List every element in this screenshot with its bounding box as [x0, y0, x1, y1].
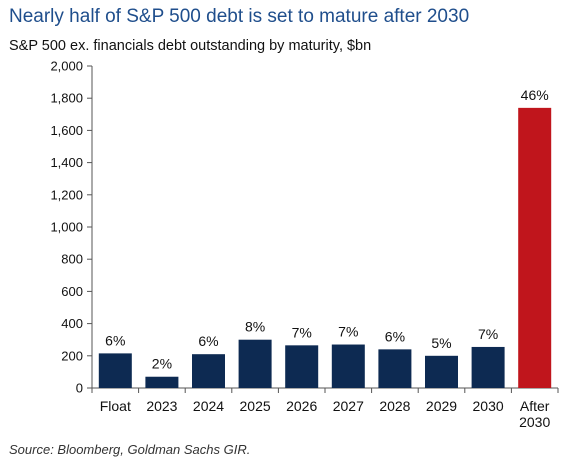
- y-tick-label: 1,800: [50, 91, 83, 106]
- chart-title: Nearly half of S&P 500 debt is set to ma…: [9, 6, 470, 27]
- category-label: 2023: [146, 398, 177, 414]
- y-tick-label: 600: [61, 284, 83, 299]
- bar: [378, 349, 412, 388]
- category-label: 2029: [426, 398, 457, 414]
- category-label: 2026: [286, 398, 317, 414]
- data-label: 46%: [521, 87, 549, 103]
- y-tick-label: 1,400: [50, 155, 83, 170]
- category-label: 2030: [473, 398, 504, 414]
- category-label: After 2030: [519, 398, 550, 430]
- data-label: 7%: [292, 324, 312, 340]
- category-label: 2025: [240, 398, 271, 414]
- bar: [471, 346, 505, 388]
- chart-subtitle: S&P 500 ex. financials debt outstanding …: [9, 38, 372, 54]
- category-label: 2024: [193, 398, 224, 414]
- bar: [518, 107, 552, 389]
- data-label: 8%: [245, 319, 265, 335]
- y-tick-label: 0: [76, 381, 83, 396]
- bar: [192, 354, 225, 388]
- data-label: 7%: [478, 326, 498, 342]
- y-tick-label: 800: [61, 252, 83, 267]
- bar: [98, 353, 132, 388]
- y-tick-label: 200: [61, 348, 83, 363]
- data-label: 2%: [152, 356, 172, 372]
- bar: [331, 344, 365, 388]
- data-label: 6%: [385, 328, 405, 344]
- category-label: 2027: [333, 398, 364, 414]
- data-label: 5%: [431, 335, 451, 351]
- chart-source: Source: Bloomberg, Goldman Sachs GIR.: [9, 442, 251, 457]
- bar: [145, 376, 179, 388]
- data-label: 6%: [198, 333, 218, 349]
- bar: [425, 355, 458, 388]
- bar: [238, 339, 272, 388]
- y-tick-label: 1,600: [50, 123, 83, 138]
- bar: [285, 345, 319, 388]
- data-label: 6%: [105, 332, 125, 348]
- y-tick-label: 400: [61, 316, 83, 331]
- y-tick-label: 1,200: [50, 187, 83, 202]
- y-tick-label: 1,000: [50, 220, 83, 235]
- data-label: 7%: [338, 324, 358, 340]
- category-label: Float: [100, 398, 131, 414]
- y-tick-label: 2,000: [50, 59, 83, 74]
- category-label: 2028: [379, 398, 410, 414]
